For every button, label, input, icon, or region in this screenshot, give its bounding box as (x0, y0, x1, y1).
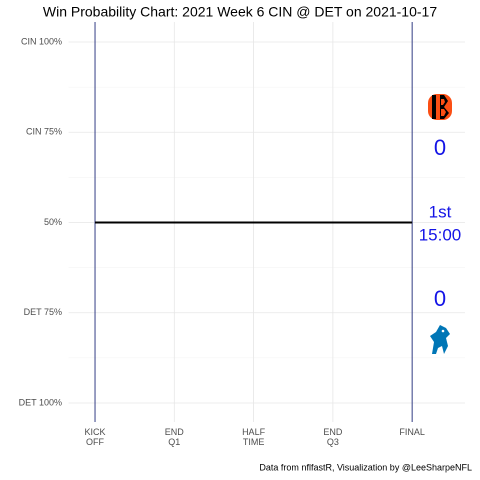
caption: Data from nflfastR, Visualization by @Le… (259, 462, 472, 472)
chart-title: Win Probability Chart: 2021 Week 6 CIN @… (43, 4, 437, 20)
y-tick-label: 50% (44, 217, 62, 227)
period: 1st (429, 202, 452, 221)
x-tick-label: END Q3 (323, 427, 343, 447)
home-score: 0 (434, 286, 446, 311)
y-tick-label: CIN 100% (21, 36, 62, 46)
y-tick-label: DET 100% (19, 397, 62, 407)
x-tick-label: FINAL (399, 427, 425, 437)
x-tick-label: HALF TIME (242, 427, 266, 447)
clock: 15:00 (419, 225, 462, 244)
y-tick-label: DET 75% (24, 307, 62, 317)
det-logo (430, 325, 450, 354)
away-score: 0 (434, 135, 446, 160)
cin-logo (428, 94, 452, 120)
x-tick-label: END Q1 (164, 427, 184, 447)
x-tick-label: KICK OFF (84, 427, 106, 447)
y-tick-label: CIN 75% (26, 127, 62, 137)
